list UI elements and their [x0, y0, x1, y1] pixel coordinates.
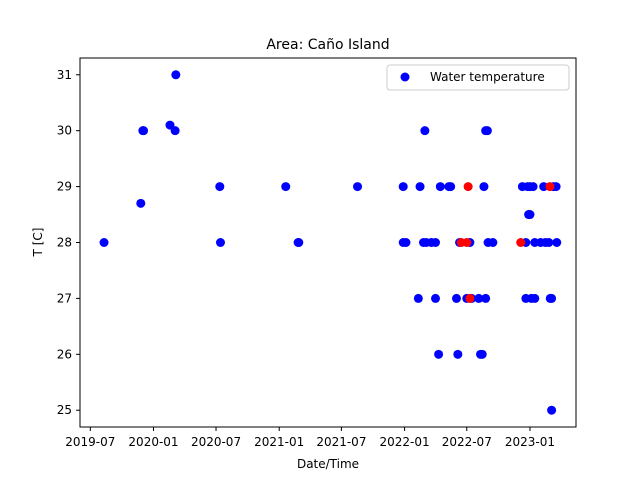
data-point-s0-19: [420, 126, 430, 136]
data-point-s1-3: [465, 293, 475, 303]
data-point-s0-7: [215, 182, 225, 192]
y-tick-label-6: 31: [57, 68, 72, 82]
y-tick-label-5: 30: [57, 124, 72, 138]
y-axis: 25 26 27 28 29 30 31: [57, 68, 80, 417]
data-point-s0-51: [528, 182, 538, 192]
y-axis-label: T [C]: [31, 228, 45, 258]
data-point-s0-0: [99, 238, 109, 247]
y-tick-label-4: 29: [57, 180, 72, 194]
data-point-s0-34: [474, 293, 484, 303]
data-point-s0-24: [434, 349, 444, 359]
x-tick-label-6: 2022-07: [442, 435, 492, 449]
data-point-s0-36: [477, 349, 487, 359]
chart-title: Area: Caño Island: [266, 37, 389, 53]
data-point-s0-55: [539, 182, 549, 192]
data-point-s0-62: [551, 182, 561, 192]
x-axis: 2019-07 2020-01 2020-07 2021-01 2021-07 2022-…: [65, 427, 555, 449]
data-point-s0-28: [451, 293, 461, 303]
data-point-s0-40: [482, 126, 492, 136]
data-point-s0-60: [547, 293, 557, 303]
data-point-s0-42: [488, 238, 498, 247]
plot-marks: [99, 70, 562, 415]
data-point-s0-37: [479, 182, 489, 192]
data-point-s0-8: [215, 238, 225, 247]
y-tick-label-3: 28: [57, 236, 72, 250]
data-point-s0-6: [170, 126, 180, 136]
x-tick-label-4: 2021-07: [316, 435, 366, 449]
x-tick-label-7: 2023-01: [505, 435, 555, 449]
data-point-s0-48: [525, 210, 535, 220]
legend-box: [386, 64, 570, 91]
legend: Water temperature: [386, 64, 570, 91]
data-point-s0-12: [353, 182, 363, 192]
data-point-s0-29: [453, 349, 463, 359]
x-tick-label-0: 2019-07: [65, 435, 115, 449]
data-point-s0-57: [544, 238, 554, 247]
data-point-s0-59: [547, 405, 557, 415]
data-point-s0-53: [530, 293, 540, 303]
data-point-s1-1: [462, 238, 472, 247]
data-point-s1-2: [463, 182, 473, 192]
data-point-s0-13: [398, 182, 408, 192]
x-tick-label-2: 2020-07: [191, 435, 241, 449]
data-point-s1-5: [545, 182, 555, 192]
data-point-s0-25: [435, 182, 445, 192]
legend-marker-water-temperature: [400, 72, 410, 82]
data-point-s0-38: [481, 293, 491, 303]
data-point-s0-16: [413, 293, 423, 303]
x-tick-label-3: 2021-01: [254, 435, 304, 449]
data-point-s0-1: [136, 198, 146, 208]
x-axis-label: Date/Time: [297, 457, 359, 471]
data-point-s0-3: [139, 126, 149, 136]
data-point-s0-5: [171, 70, 181, 80]
data-point-s0-17: [415, 182, 425, 192]
x-tick-label-1: 2020-01: [128, 435, 178, 449]
legend-label-water-temperature: Water temperature: [430, 70, 545, 84]
data-point-s0-9: [281, 182, 291, 192]
data-point-s0-22: [431, 238, 441, 247]
data-point-s0-23: [431, 293, 441, 303]
y-tick-label-1: 26: [57, 347, 72, 361]
y-tick-label-0: 25: [57, 403, 72, 417]
x-tick-label-5: 2022-01: [380, 435, 430, 449]
data-point-s1-4: [516, 238, 526, 247]
data-point-s0-11: [294, 238, 304, 247]
y-tick-label-2: 27: [57, 291, 72, 305]
data-point-s0-27: [446, 182, 456, 192]
data-point-s0-63: [552, 238, 562, 247]
data-point-s0-15: [401, 238, 411, 247]
